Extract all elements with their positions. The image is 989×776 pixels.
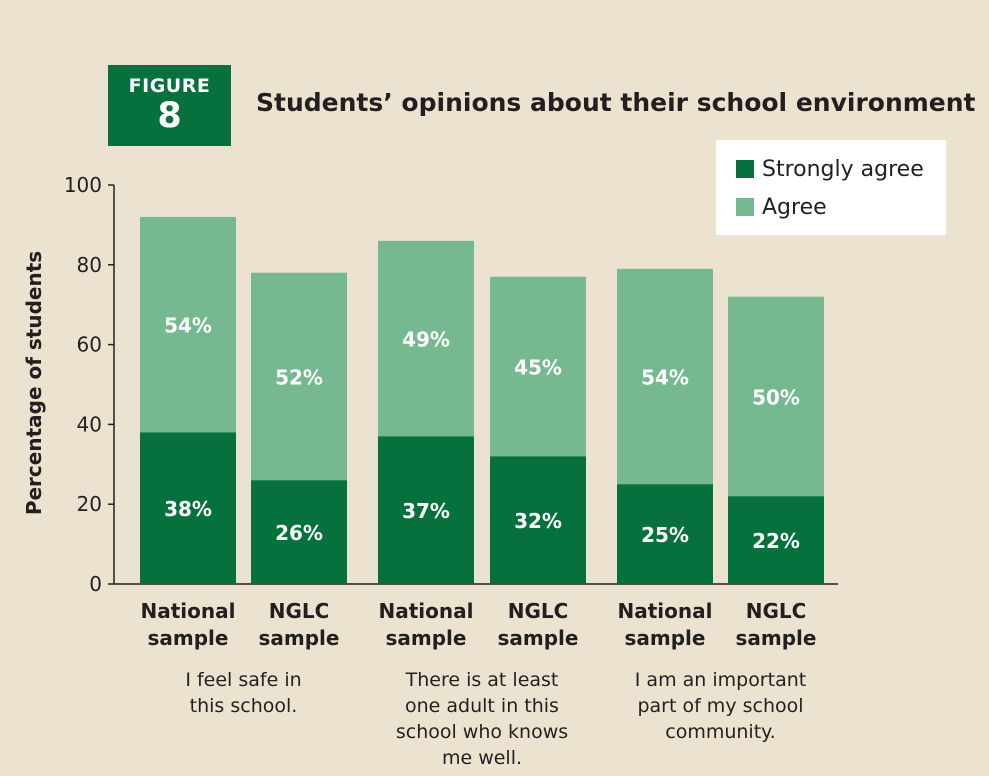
data-label-agree: 45% [514,356,562,380]
group-caption-line: There is at least [405,669,559,691]
bar-strongly-agree [140,432,236,584]
y-tick-label: 0 [89,572,102,596]
data-label-strongly-agree: 37% [402,499,450,523]
data-label-strongly-agree: 32% [514,509,562,533]
bar-agree [617,268,713,485]
bar-agree [728,296,824,497]
bar-strongly-agree [728,496,824,584]
data-label-agree: 54% [641,366,689,390]
data-label-agree: 49% [402,328,450,352]
x-category-label: NGLC [269,599,330,623]
data-label-agree: 52% [275,366,323,390]
group-caption-line: one adult in this [405,695,559,717]
bar-agree [490,276,586,457]
group-caption-line: me well. [441,747,523,769]
group-caption-line: community. [665,721,776,743]
x-category-label: sample [625,626,706,650]
x-category-label: National [618,599,713,623]
bar-strongly-agree [251,480,347,584]
group-caption-line: I feel safe in [185,669,302,691]
chart-title: Students’ opinions about their school en… [256,88,976,117]
bar-strongly-agree [490,456,586,584]
figure-label: FIGURE [128,75,211,97]
legend-label-agree: Agree [762,195,827,220]
group-caption-line: part of my school [637,695,804,717]
x-category-label: sample [498,626,579,650]
group-caption-line: this school. [189,695,298,717]
y-tick-label: 20 [77,492,102,516]
bar-agree [140,216,236,433]
legend-item-agree: Agree [736,196,827,220]
x-category-label: sample [148,626,229,650]
group-caption-line: I am an important [634,669,807,691]
data-label-strongly-agree: 25% [641,523,689,547]
y-tick-label: 60 [77,333,102,357]
group-caption: I feel safe in this school. [139,667,349,719]
y-tick-label: 80 [77,253,102,277]
bar-agree [378,240,474,437]
data-label-strongly-agree: 26% [275,521,323,545]
legend-label-strongly-agree: Strongly agree [762,157,924,182]
legend-swatch-strongly-agree [736,160,754,178]
figure-number: 8 [157,96,182,136]
x-category-label: sample [259,626,340,650]
data-label-strongly-agree: 22% [752,529,800,553]
x-category-label: NGLC [746,599,807,623]
group-caption: There is at least one adult in this school… [377,667,587,771]
bar-strongly-agree [617,484,713,584]
group-caption: I am an important part of my school commun… [616,667,826,745]
data-label-agree: 50% [752,385,800,409]
figure-badge: FIGURE 8 [108,65,231,146]
group-caption-line: school who knows [395,721,569,743]
bar-agree [251,272,347,481]
legend: Strongly agree Agree [716,140,946,235]
x-category-label: National [141,599,236,623]
legend-swatch-agree [736,198,754,216]
bar-strongly-agree [378,436,474,584]
legend-item-strongly-agree: Strongly agree [736,158,924,182]
x-category-label: NGLC [508,599,569,623]
x-category-label: National [379,599,474,623]
x-category-label: sample [736,626,817,650]
y-tick-label: 40 [77,412,102,436]
data-label-strongly-agree: 38% [164,497,212,521]
data-label-agree: 54% [164,314,212,338]
y-tick-label: 100 [64,173,102,197]
x-category-label: sample [386,626,467,650]
